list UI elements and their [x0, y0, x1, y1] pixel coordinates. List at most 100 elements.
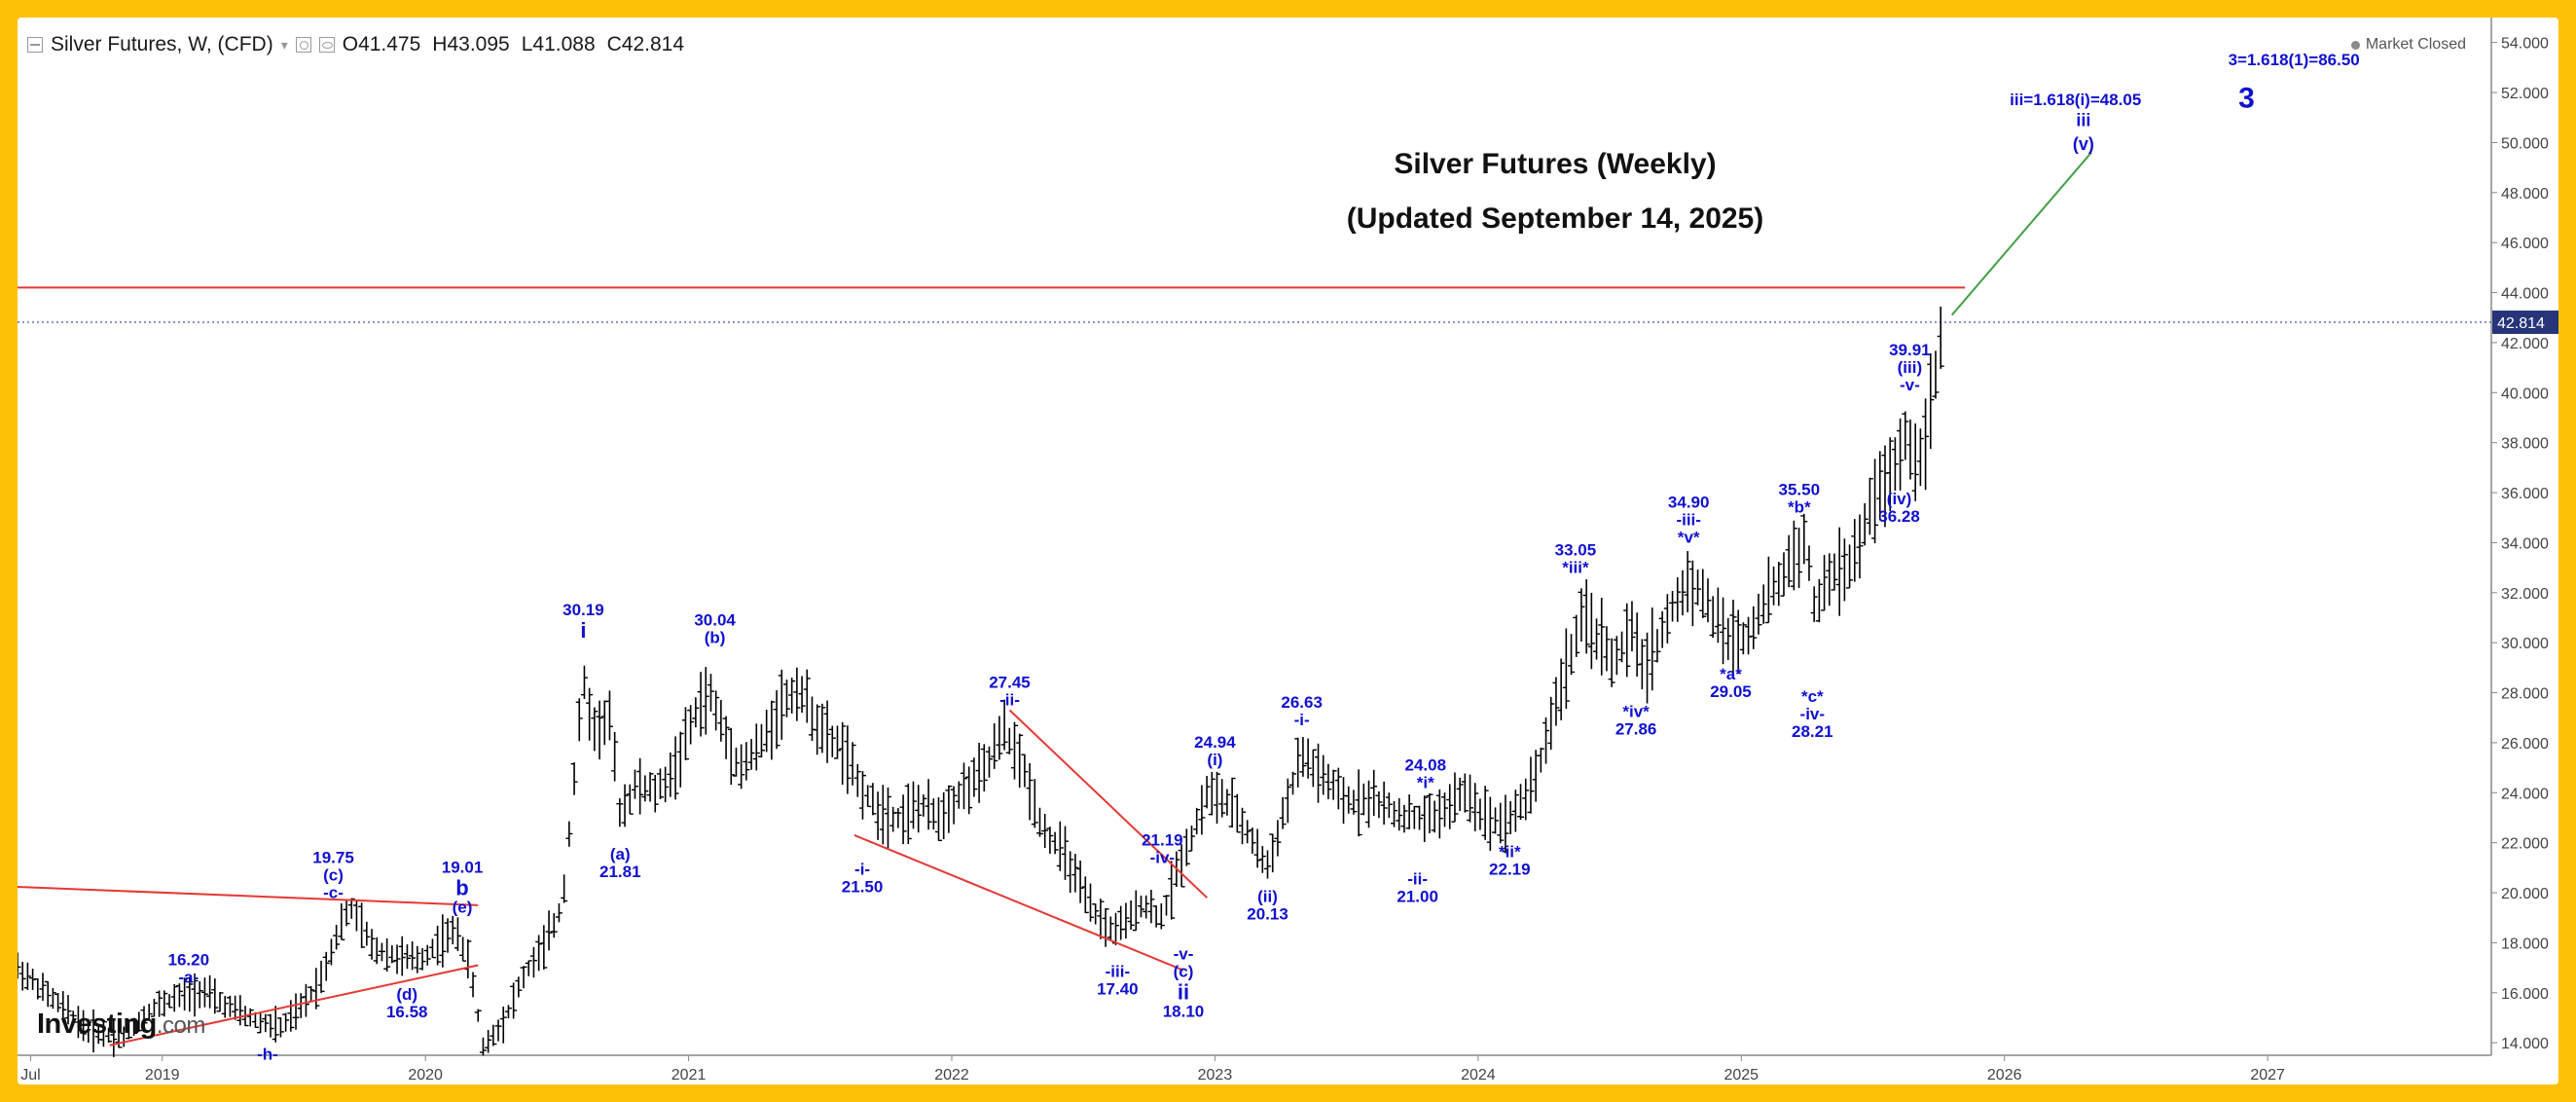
wave-label: (d)16.58 [386, 985, 428, 1021]
wave-label: 26.63-i- [1281, 693, 1323, 729]
wave-label-text: 30.19 [562, 601, 604, 619]
investing-logo: Investing.com [37, 1009, 205, 1041]
x-tick-label: 2024 [1461, 1067, 1496, 1084]
wave-label-text: -i- [854, 860, 870, 878]
wave-label-text: (iii) [1898, 358, 1923, 377]
collapse-icon[interactable] [27, 37, 43, 53]
current-price-tag [2492, 311, 2558, 335]
wave-label-text: *iv* [1622, 703, 1650, 721]
wave-label-text: 24.08 [1405, 755, 1447, 774]
instrument-name[interactable]: Silver Futures, W, (CFD) [51, 33, 273, 55]
wave-label-text: 28.21 [1792, 722, 1833, 741]
wave-label: 30.04(b) [694, 610, 736, 646]
low-value: 41.088 [532, 33, 596, 55]
y-tick-label: 44.000 [2501, 286, 2549, 303]
wave-label-text: b [455, 876, 468, 900]
wave-label-text: 29.05 [1710, 682, 1752, 701]
wave-label-text: (c) [323, 865, 344, 884]
chart-frame: 14.000 16.000 18.000 20.000 22.000 24.000 26.0… [18, 18, 2558, 1084]
wave-label-text: i [580, 618, 586, 643]
wave-label-text: 24.94 [1194, 733, 1236, 752]
x-tick-label: 2020 [408, 1067, 443, 1084]
wave-label-text: 21.81 [599, 863, 641, 881]
wave-label-text: *i* [1417, 773, 1434, 791]
wave-label-text: 21.50 [842, 877, 884, 896]
wave-label-text: (a) [610, 845, 631, 863]
wave-label-text: -iii- [1106, 963, 1131, 981]
wave-label: 30.19i [562, 601, 604, 643]
wave-label-text: -v- [1174, 945, 1194, 964]
wave-label-text: 16.58 [386, 1003, 428, 1021]
wave-label-text: (i) [1207, 751, 1222, 769]
ohlc-values: O 41.475 H 43.095 L 41.088 C 42.814 [343, 33, 696, 56]
projection-line [1950, 152, 2092, 316]
wave-label: 33.05*iii* [1555, 540, 1597, 576]
high-value: 43.095 [447, 33, 510, 55]
y-tick-label: 50.000 [2501, 135, 2549, 152]
wave-label: 35.50*b* [1779, 481, 1821, 517]
wave-label-text: -iv- [1150, 848, 1176, 866]
wave-label: -iii-17.40 [1097, 963, 1139, 999]
y-tick-label: 34.000 [2501, 535, 2549, 552]
wave-label: 19.01b(e) [442, 859, 484, 917]
wave-label-text: (iv) [1887, 490, 1912, 508]
x-tick-label: 2025 [1723, 1067, 1759, 1084]
wave-label-text: -iii- [1676, 511, 1701, 530]
target-label: 3=1.618(1)=86.50 [2229, 51, 2360, 69]
wave-label-text: 20.13 [1247, 905, 1288, 924]
wave-label-text: 36.28 [1878, 507, 1920, 526]
wave-label-text: -ii- [999, 691, 1020, 710]
x-tick-label: 2027 [2250, 1067, 2285, 1084]
wave-label: -i-21.50 [842, 860, 884, 896]
y-tick-label: 18.000 [2501, 936, 2549, 952]
market-status-text: Market Closed [2365, 36, 2466, 53]
chart-canvas[interactable]: 14.000 16.000 18.000 20.000 22.000 24.000 26.0… [18, 18, 2558, 1084]
x-tick-label: 2026 [1987, 1067, 2022, 1084]
wave-label-text: 19.75 [312, 848, 354, 866]
wave-label: 24.08*i* [1405, 755, 1447, 791]
y-tick-label: 48.000 [2501, 186, 2549, 202]
wave-label-text: 21.19 [1142, 830, 1183, 849]
wave-label-text: 22.19 [1489, 860, 1531, 878]
logo-text: Investing [37, 1009, 157, 1040]
wave-label-text: (e) [453, 899, 473, 917]
open-value: 41.475 [358, 33, 421, 55]
wave-label-text: (d) [396, 985, 417, 1004]
y-tick-label: 30.000 [2501, 636, 2549, 652]
visibility-icon[interactable] [318, 37, 335, 53]
y-tick-label: 36.000 [2501, 486, 2549, 502]
trendline [853, 834, 1184, 972]
wave-label-text: (ii) [1257, 888, 1278, 906]
wave-label: *ii*22.19 [1489, 842, 1531, 878]
x-tick-label: 2023 [1198, 1067, 1233, 1084]
logo-suffix: .com [156, 1012, 206, 1039]
wave-label-text: *b* [1788, 498, 1811, 517]
current-price-label: 42.814 [2497, 315, 2545, 332]
wave-label-text: -v- [1900, 376, 1920, 394]
y-tick-label: 28.000 [2501, 686, 2549, 703]
wave-label: -ii-21.00 [1397, 870, 1438, 906]
x-tick-label: 2019 [145, 1067, 180, 1084]
chart-title: Silver Futures (Weekly) [1394, 148, 1716, 180]
wave-label: 34.90-iii-*v* [1668, 494, 1710, 547]
wave-label-text: -c- [323, 883, 344, 901]
wave-label: (iv)36.28 [1878, 490, 1920, 526]
wave-label-text: 33.05 [1555, 540, 1597, 559]
y-tick-label: 52.000 [2501, 86, 2549, 102]
wave-label: *iv*27.86 [1615, 703, 1657, 739]
wave-label: *a*29.05 [1710, 665, 1752, 701]
x-tick-label: 2022 [934, 1067, 969, 1084]
wave-label-text: 27.86 [1615, 720, 1657, 739]
high-label: H [432, 33, 448, 55]
wave-label-text: *iii* [1562, 558, 1589, 576]
settings-icon[interactable] [295, 37, 311, 53]
wave-label-text: 30.04 [694, 610, 736, 629]
y-tick-label: 42.000 [2501, 336, 2549, 352]
y-tick-label: 54.000 [2501, 36, 2549, 53]
wave-label: -h- [257, 1045, 278, 1063]
wave-label-text: 21.00 [1397, 888, 1438, 906]
chevron-down-icon[interactable]: ▾ [280, 36, 288, 53]
wave-label-text: 26.63 [1281, 693, 1323, 712]
wave-label: 19.75(c)-c- [312, 848, 354, 901]
